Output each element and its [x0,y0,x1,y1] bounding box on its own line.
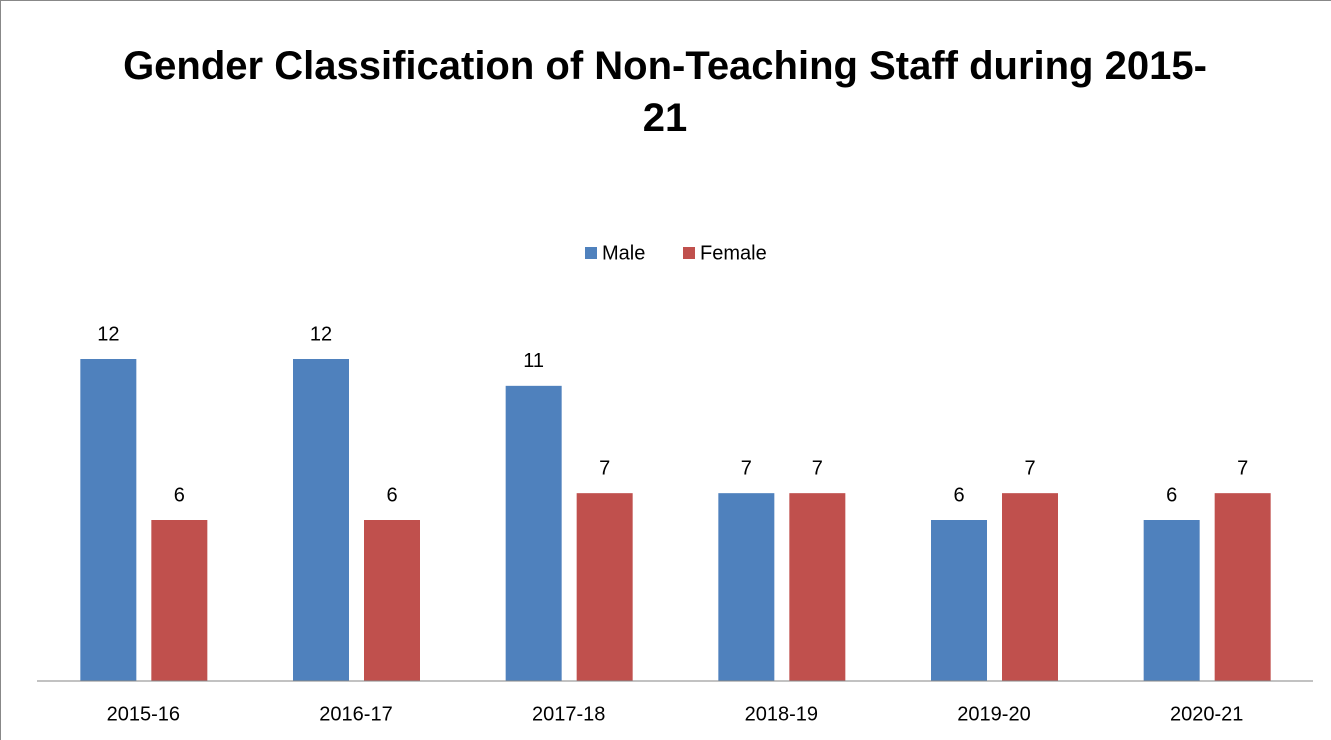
data-label: 6 [953,484,964,506]
x-tick-label: 2018-19 [745,703,818,725]
data-label: 6 [1166,484,1177,506]
legend-label: Male [602,242,645,264]
bar [151,520,208,681]
legend-swatch [683,247,695,259]
bar [576,493,633,681]
data-label: 11 [523,350,544,372]
data-label: 6 [174,484,185,506]
bar [293,359,349,681]
x-tick-label: 2016-17 [319,703,392,725]
data-label: 12 [310,323,332,345]
x-tick-label: 2015-16 [107,703,180,725]
bar [364,520,420,681]
x-tick-label: 2017-18 [532,703,605,725]
data-label: 6 [386,484,397,506]
x-tick-label: 2020-21 [1170,703,1243,725]
data-label: 7 [741,457,752,479]
legend-label: Female [700,242,767,264]
bar [1002,493,1058,681]
legend-swatch [585,247,597,259]
data-label: 7 [1237,457,1248,479]
bar [931,520,987,681]
data-label: 12 [97,323,119,345]
bar [505,385,562,681]
bar [1214,493,1271,681]
data-label: 7 [599,457,610,479]
chart-title: Gender Classification of Non-Teaching St… [123,44,1207,140]
bar [718,493,775,681]
data-label: 7 [1024,457,1035,479]
data-label: 7 [812,457,823,479]
x-tick-label: 2019-20 [957,703,1030,725]
bar [1143,520,1200,681]
bar [789,493,846,681]
bar [80,359,137,681]
